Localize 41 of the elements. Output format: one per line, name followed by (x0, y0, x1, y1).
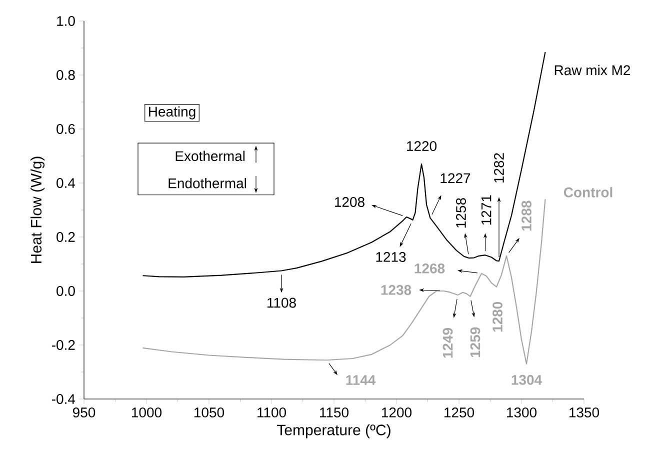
y-tick-label: 0.6 (56, 124, 75, 134)
annotation: 1288 (522, 200, 532, 231)
annotation: 1249 (442, 328, 453, 358)
y-tick-label: 0.8 (56, 70, 75, 80)
y-tick-label: 0.2 (56, 232, 75, 242)
annotation: 1108 (268, 298, 296, 308)
annotation: Exothermal (176, 150, 245, 162)
line-series (142, 51, 546, 278)
annotation: 1282 (494, 153, 504, 183)
y-tick-label: -0.2 (52, 340, 75, 350)
x-tick-label: 1250 (444, 408, 474, 418)
y-tick-label: 1.0 (57, 16, 75, 26)
y-tick-label: 0.0 (56, 286, 75, 296)
annotation: 1280 (492, 302, 502, 332)
series-label: Control (564, 187, 612, 198)
annotation: 1220 (406, 141, 437, 152)
annotation: Endothermal (168, 178, 246, 188)
x-tick-label: 1050 (194, 408, 224, 418)
x-tick-label: 1150 (320, 408, 348, 418)
annotation: 1208 (334, 197, 364, 207)
annotation: 1238 (381, 285, 412, 295)
annotation: 1144 (346, 375, 376, 385)
annotation: 1304 (512, 374, 542, 385)
annotation: 1259 (470, 327, 480, 358)
series-label: Raw mix M2 (554, 64, 630, 76)
x-axis-title: Temperature (ºC) (277, 424, 390, 438)
annotation: Heating (149, 106, 196, 120)
annotation: 1268 (414, 263, 445, 274)
x-tick-label: 1100 (258, 408, 286, 418)
x-tick-label: 1300 (506, 408, 537, 418)
y-tick-label: -0.4 (52, 394, 76, 404)
x-tick-label: 1200 (382, 408, 412, 418)
annotation: 1271 (481, 195, 492, 225)
x-tick-label: 1000 (132, 408, 162, 418)
annotation: 1213 (376, 252, 406, 262)
y-axis-title: Heat Flow (W/g) (30, 156, 45, 263)
annotation: 1258 (456, 198, 466, 228)
annotation: 1227 (440, 173, 470, 183)
x-tick-label: 1350 (569, 408, 600, 418)
x-tick-label: 950 (72, 408, 96, 418)
y-tick-label: 0.4 (56, 178, 76, 188)
